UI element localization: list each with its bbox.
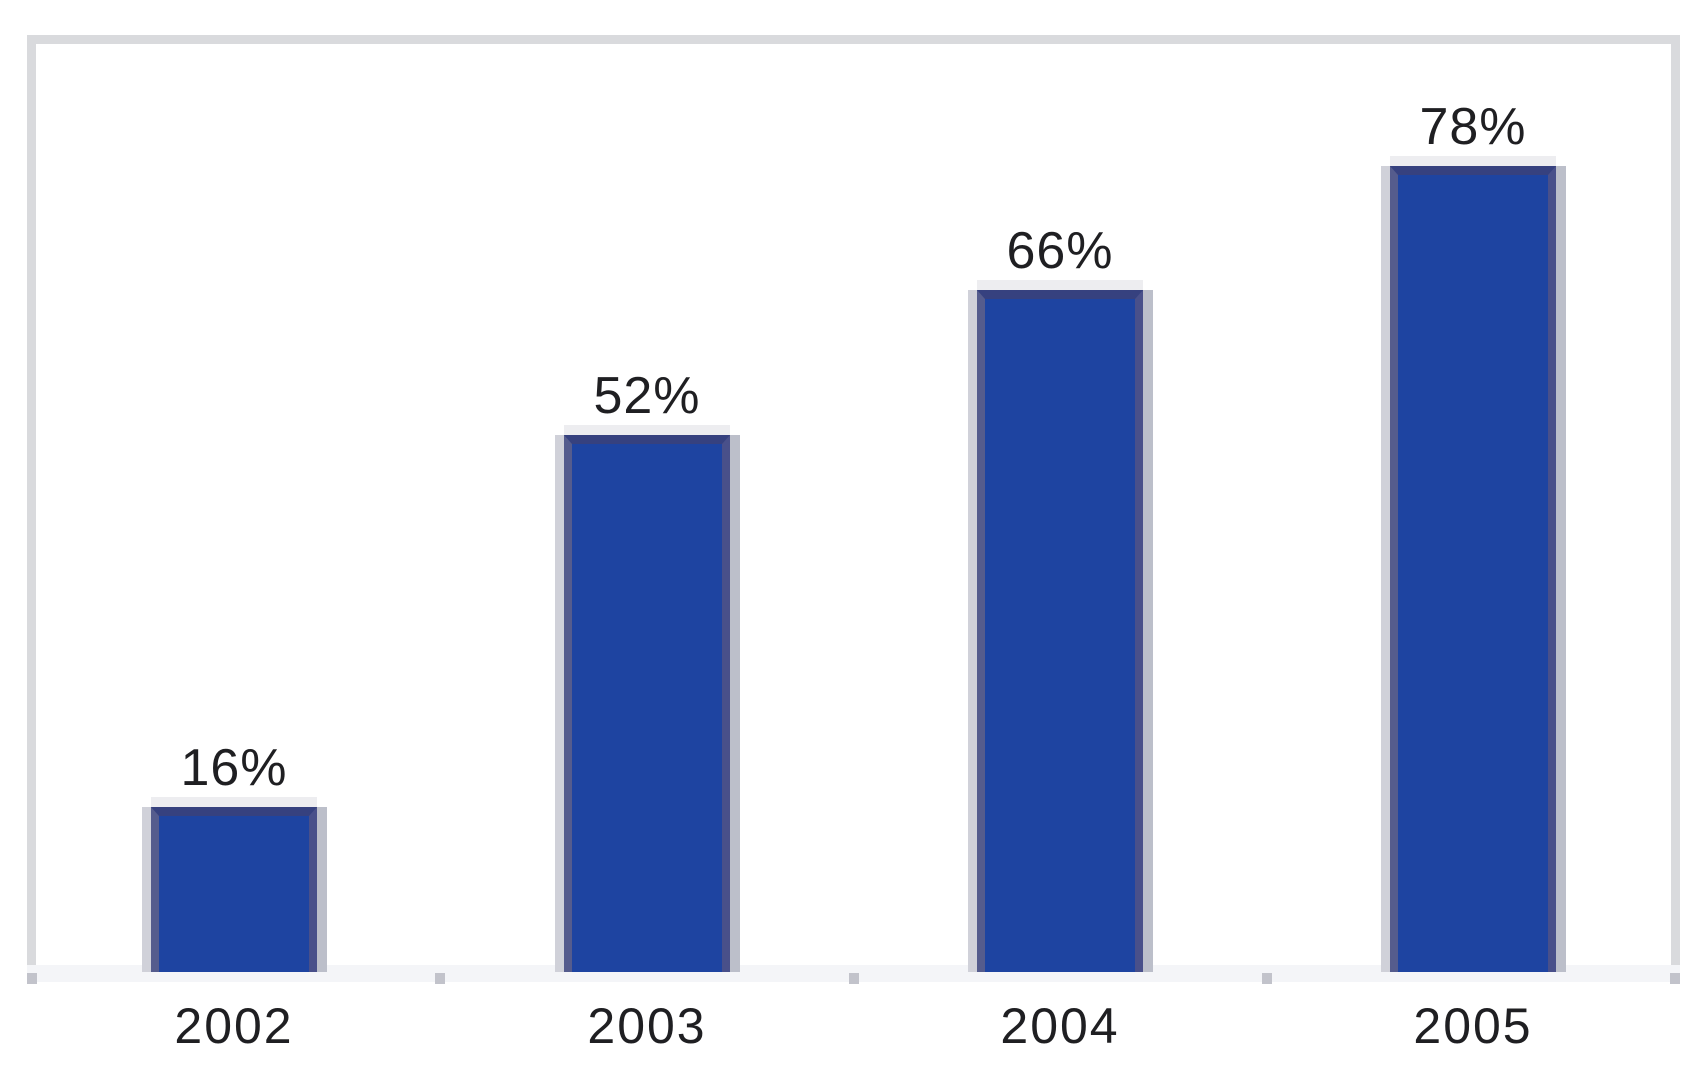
bar-2003: [564, 435, 730, 972]
x-axis-label: 2004: [1000, 998, 1120, 1054]
x-axis-tick: [849, 973, 859, 984]
bar-value-label: 66%: [1006, 222, 1114, 280]
x-axis-label: 2003: [587, 998, 707, 1054]
bar-value-label: 78%: [1419, 98, 1527, 156]
bar-2005: [1390, 166, 1556, 972]
x-axis-tick: [435, 973, 445, 984]
bar-2002: [151, 807, 317, 972]
plot-area-frame: [27, 35, 1680, 983]
x-axis-tick: [27, 973, 37, 984]
bar-value-label: 16%: [180, 739, 288, 797]
x-axis-label: 2002: [174, 998, 294, 1054]
bar-2004: [977, 290, 1143, 972]
x-axis-label: 2005: [1413, 998, 1533, 1054]
bar-value-label: 52%: [593, 367, 701, 425]
x-axis-tick: [1262, 973, 1272, 984]
x-axis-tick: [1670, 973, 1680, 984]
